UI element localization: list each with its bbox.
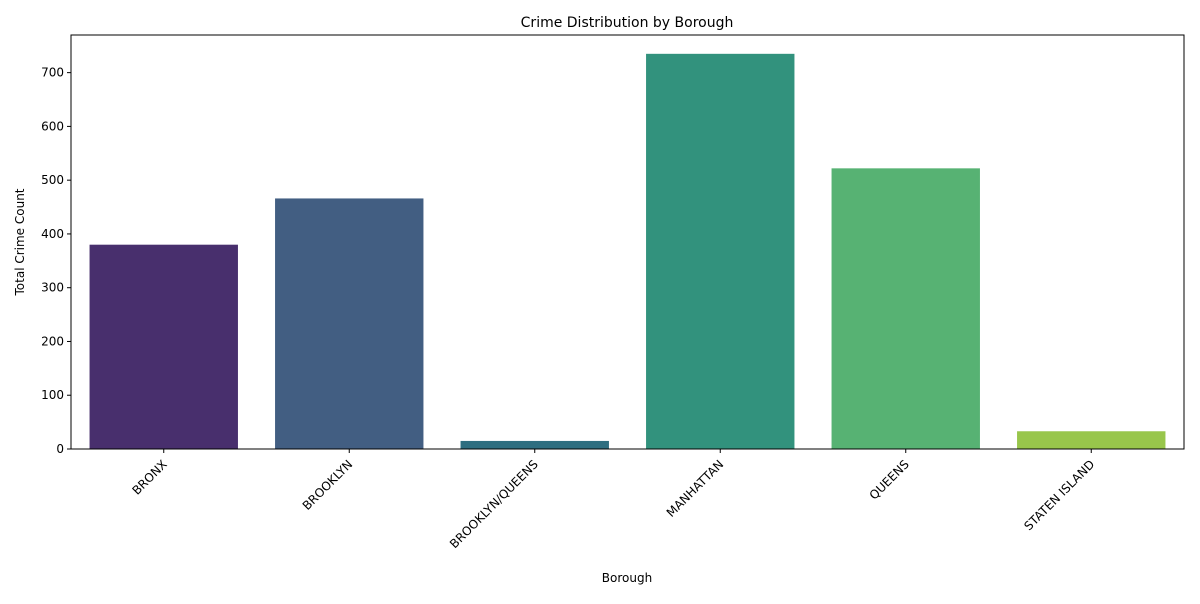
- bar-brooklyn-queens: [460, 440, 609, 449]
- y-tick-label: 100: [41, 388, 64, 402]
- y-tick-label: 400: [41, 227, 64, 241]
- bar-queens: [831, 168, 980, 449]
- y-axis-label: Total Crime Count: [13, 188, 27, 296]
- x-tick-label: STATEN ISLAND: [1021, 457, 1097, 533]
- x-tick-label: BRONX: [129, 457, 169, 497]
- y-tick-label: 600: [41, 119, 64, 133]
- x-tick-label: MANHATTAN: [664, 457, 727, 520]
- y-axis: 0 100 200 300 400 500 600 700: [41, 66, 71, 456]
- x-tick-label: BROOKLYN: [300, 457, 356, 513]
- plot-frame: [70, 34, 1185, 450]
- y-tick-label: 500: [41, 173, 64, 187]
- x-tick-label: QUEENS: [867, 457, 912, 502]
- bar-bronx: [89, 244, 238, 449]
- bar-brooklyn: [275, 198, 424, 449]
- y-tick-label: 200: [41, 334, 64, 348]
- bar-manhattan: [646, 53, 795, 449]
- bar-staten-island: [1017, 431, 1166, 449]
- chart-title: Crime Distribution by Borough: [521, 15, 734, 31]
- bars-layer: [89, 53, 1166, 449]
- x-axis: BRONX BROOKLYN BROOKLYN/QUEENS MANHATTAN QUE…: [129, 449, 1097, 551]
- y-tick-label: 700: [41, 66, 64, 80]
- x-axis-label: Borough: [602, 571, 652, 585]
- x-tick-label: BROOKLYN/QUEENS: [447, 457, 541, 551]
- y-tick-label: 300: [41, 281, 64, 295]
- y-tick-label: 0: [56, 442, 64, 456]
